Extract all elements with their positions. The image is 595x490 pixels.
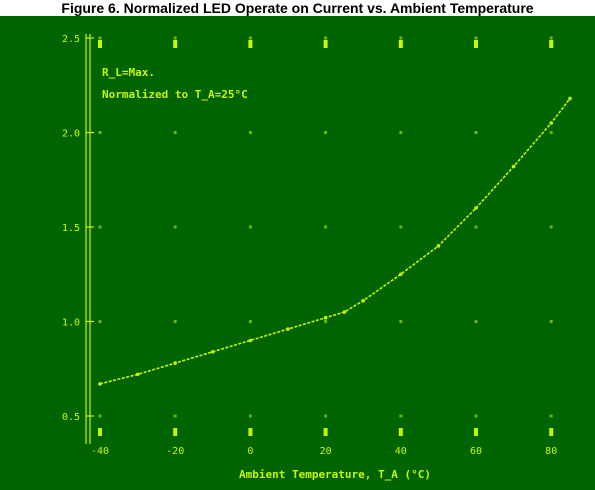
y-tick-label: 0.5 xyxy=(62,412,80,423)
grid-dot xyxy=(324,36,328,40)
grid-dot xyxy=(248,320,252,323)
series-point xyxy=(474,206,478,210)
series-point xyxy=(286,327,290,331)
series-line xyxy=(99,97,571,385)
series-point xyxy=(98,382,102,386)
grid-dot xyxy=(98,225,102,229)
grid-dot xyxy=(98,320,102,323)
grid-dot xyxy=(173,131,177,134)
x-tick xyxy=(98,428,102,436)
grid-dot xyxy=(399,131,403,134)
annotations: R_L=Max. Normalized to T_A=25°C xyxy=(102,66,248,101)
plot-background xyxy=(0,16,595,490)
series-point xyxy=(436,244,441,248)
series-point xyxy=(511,164,516,169)
x-tick-top xyxy=(549,40,554,48)
figure-title: Figure 6. Normalized LED Operate on Curr… xyxy=(61,0,534,16)
annotation-text: R_L=Max. xyxy=(102,66,155,79)
x-tick-label: 60 xyxy=(470,446,482,457)
tick-labels: 0.5 1.0 1.5 2.0 2.5 -40 -20 0 20 40 60 80 xyxy=(62,34,557,457)
y-tick-label: 1.5 xyxy=(62,223,80,234)
x-tick-label: 0 xyxy=(247,446,253,457)
grid-dot xyxy=(173,320,177,323)
y-tick-label: 2.0 xyxy=(62,129,80,140)
x-tick-label: 40 xyxy=(395,446,407,457)
grid-dot xyxy=(98,36,102,40)
x-tick-top xyxy=(173,40,178,48)
series-point xyxy=(568,96,572,101)
grid-dot xyxy=(474,36,478,40)
grid-dot xyxy=(324,320,328,323)
grid-dot xyxy=(324,131,328,134)
grid-dot xyxy=(173,414,177,418)
series-point xyxy=(135,372,140,377)
grid-dot xyxy=(248,131,252,134)
grid-dot xyxy=(98,131,102,134)
annotation-text: Normalized to T_A=25°C xyxy=(102,88,248,101)
grid xyxy=(98,36,553,418)
series xyxy=(98,96,572,386)
x-tick-label: -40 xyxy=(91,446,109,457)
x-axis-title: Ambient Temperature, T_A (°C) xyxy=(239,468,431,481)
series-point xyxy=(211,349,215,354)
x-tick-top xyxy=(248,40,253,48)
x-tick-top xyxy=(474,40,478,48)
x-tick xyxy=(549,428,554,436)
x-tick xyxy=(173,428,178,436)
grid-dot xyxy=(549,320,553,323)
grid-dot xyxy=(248,225,252,229)
grid-dot xyxy=(324,414,328,418)
grid-dot xyxy=(549,225,553,229)
x-tick-label: 80 xyxy=(545,446,557,457)
grid-dot xyxy=(474,320,478,323)
grid-dot xyxy=(324,225,328,229)
x-tick-top xyxy=(98,40,102,48)
grid-dot xyxy=(474,414,478,418)
grid-dot xyxy=(173,36,177,40)
series-point xyxy=(173,361,177,365)
series-point xyxy=(361,298,366,303)
grid-dot xyxy=(173,225,177,229)
grid-dot xyxy=(399,414,403,418)
grid-dot xyxy=(474,225,478,229)
grid-dot xyxy=(549,131,553,134)
grid-dot xyxy=(549,36,553,40)
x-tick-label: 20 xyxy=(320,446,332,457)
grid-dot xyxy=(98,414,102,418)
axes xyxy=(85,34,554,444)
x-tick xyxy=(323,428,328,436)
grid-dot xyxy=(399,36,403,40)
y-tick-label: 2.5 xyxy=(62,34,80,45)
series-point xyxy=(342,310,347,314)
grid-dot xyxy=(248,414,252,418)
y-tick-label: 1.0 xyxy=(62,318,80,329)
grid-dot xyxy=(248,36,252,40)
series-point xyxy=(248,338,253,343)
x-tick-label: -20 xyxy=(166,446,184,457)
series-point xyxy=(323,315,328,320)
x-tick xyxy=(474,428,478,436)
grid-dot xyxy=(399,225,403,229)
x-tick-top xyxy=(323,40,328,48)
grid-dot xyxy=(474,131,478,134)
grid-dot xyxy=(399,320,403,323)
series-point xyxy=(399,272,403,277)
x-tick-top xyxy=(398,40,403,48)
series-point xyxy=(549,121,553,125)
grid-dot xyxy=(549,414,553,418)
chart: 0.5 1.0 1.5 2.0 2.5 -40 -20 0 20 40 60 80 R_L=Max. N… xyxy=(62,34,572,481)
x-tick xyxy=(398,428,403,436)
x-tick xyxy=(248,428,253,436)
